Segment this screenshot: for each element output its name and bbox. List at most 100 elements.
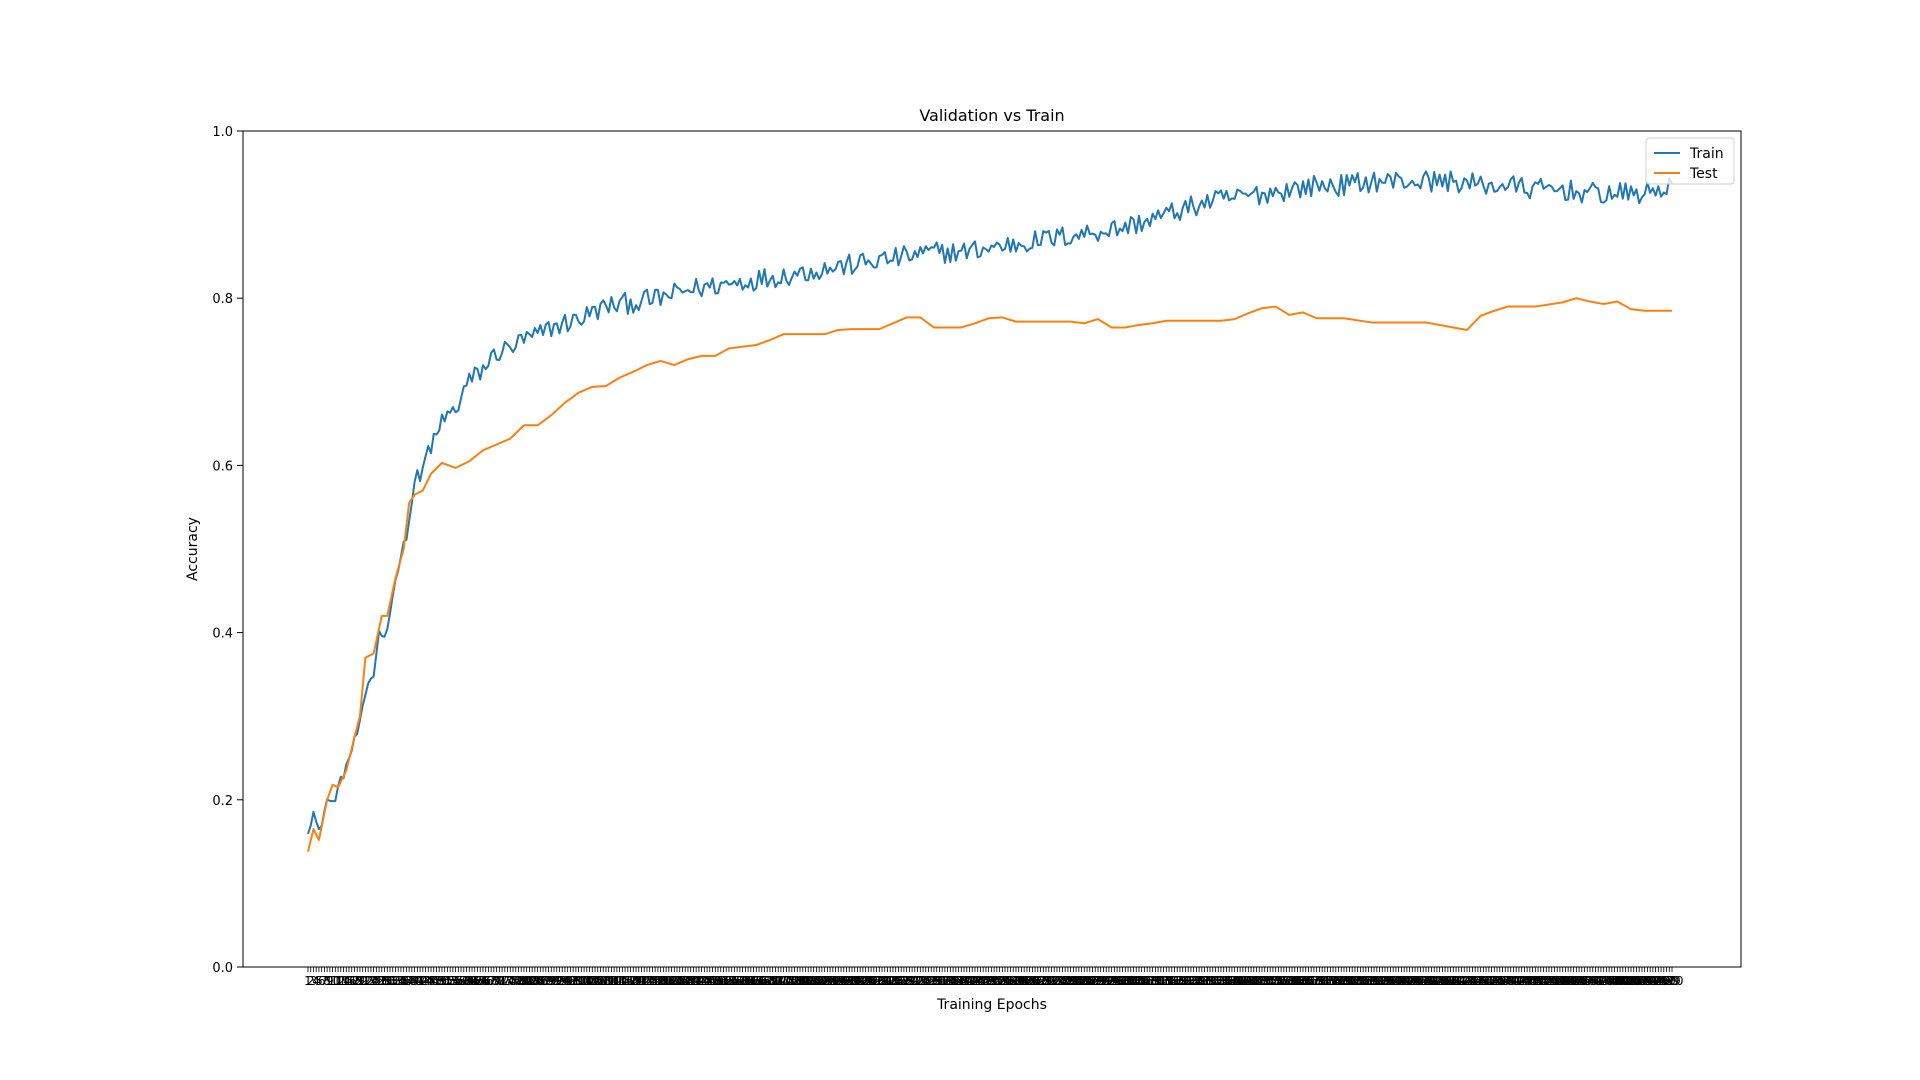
x-tick-label: 183 [794, 974, 817, 988]
x-tick-label: 136 [666, 974, 689, 988]
x-tick-label: 476 [1595, 974, 1618, 988]
x-tick-label: 368 [1300, 974, 1323, 988]
x-tick-label: 303 [1122, 974, 1145, 988]
x-tick-label: 437 [1488, 974, 1511, 988]
x-tick-label: 148 [698, 974, 721, 988]
x-tick-label: 5 [315, 974, 323, 988]
x-tick-label: 497 [1652, 974, 1675, 988]
x-tick-label: 460 [1551, 974, 1574, 988]
x-tick-label: 17 [344, 974, 359, 988]
x-tick-label: 432 [1475, 974, 1498, 988]
x-tick-label: 61 [464, 974, 479, 988]
x-tick-label: 191 [816, 974, 839, 988]
x-tick-label: 71 [492, 974, 507, 988]
x-tick-label: 343 [1231, 974, 1254, 988]
x-tick-label: 70 [489, 974, 504, 988]
x-tick-label: 7 [321, 974, 329, 988]
x-tick-label: 286 [1076, 974, 1099, 988]
x-tick-label: 441 [1499, 974, 1522, 988]
x-tick-label: 421 [1445, 974, 1468, 988]
x-tick-label: 393 [1368, 974, 1391, 988]
x-tick-label: 327 [1188, 974, 1211, 988]
x-tick-label: 455 [1538, 974, 1561, 988]
x-tick-label: 100 [567, 974, 590, 988]
x-tick-label: 438 [1491, 974, 1514, 988]
x-tick-label: 84 [527, 974, 542, 988]
x-tick-label: 36 [396, 974, 411, 988]
x-tick-label: 121 [625, 974, 648, 988]
x-tick-label: 53 [442, 974, 457, 988]
x-tick-label: 93 [552, 974, 567, 988]
x-tick-label: 380 [1333, 974, 1356, 988]
x-tick-label: 288 [1081, 974, 1104, 988]
x-tick-label: 170 [759, 974, 782, 988]
x-tick-label: 143 [685, 974, 708, 988]
x-tick-label: 272 [1037, 974, 1060, 988]
x-tick-label: 446 [1513, 974, 1536, 988]
x-tick-label: 62 [467, 974, 482, 988]
x-tick-label: 229 [920, 974, 943, 988]
x-tick-label: 384 [1343, 974, 1366, 988]
x-tick-label: 33 [388, 974, 403, 988]
x-tick-label: 489 [1630, 974, 1653, 988]
x-tick-label: 82 [522, 974, 537, 988]
x-tick-label: 423 [1450, 974, 1473, 988]
x-tick-label: 199 [838, 974, 861, 988]
x-tick-label: 278 [1054, 974, 1077, 988]
x-tick-label: 253 [985, 974, 1008, 988]
x-tick-label: 139 [674, 974, 697, 988]
x-tick-label: 403 [1395, 974, 1418, 988]
x-tick-label: 390 [1360, 974, 1383, 988]
x-tick-label: 306 [1130, 974, 1153, 988]
x-tick-label: 360 [1278, 974, 1301, 988]
x-tick-label: 6 [318, 974, 326, 988]
x-tick-label: 332 [1201, 974, 1224, 988]
x-tick-label: 25 [366, 974, 381, 988]
x-tick-label: 63 [470, 974, 485, 988]
x-tick-label: 410 [1415, 974, 1438, 988]
x-tick-label: 480 [1606, 974, 1629, 988]
x-tick-label: 413 [1423, 974, 1446, 988]
x-tick-label: 274 [1043, 974, 1066, 988]
x-tick-label: 105 [581, 974, 604, 988]
x-tick-label: 192 [819, 974, 842, 988]
y-axis-ticks: 0.0 0.2 0.4 0.6 0.8 1.0 [212, 125, 243, 976]
x-tick-label: 4 [312, 974, 320, 988]
x-tick-label: 158 [726, 974, 749, 988]
x-tick-label: 238 [944, 974, 967, 988]
x-tick-label: 464 [1562, 974, 1585, 988]
x-tick-label: 125 [635, 974, 658, 988]
x-tick-label: 355 [1264, 974, 1287, 988]
x-tick-label: 450 [1524, 974, 1547, 988]
x-tick-label: 26 [369, 974, 384, 988]
x-tick-label: 374 [1316, 974, 1339, 988]
x-tick-label: 195 [827, 974, 850, 988]
x-tick-label: 498 [1655, 974, 1678, 988]
x-tick-label: 326 [1185, 974, 1208, 988]
x-tick-label: 300 [1114, 974, 1137, 988]
x-tick-label: 131 [652, 974, 675, 988]
x-tick-label: 86 [533, 974, 548, 988]
x-tick-label: 485 [1620, 974, 1643, 988]
x-tick-label: 247 [969, 974, 992, 988]
x-tick-label: 188 [808, 974, 831, 988]
x-tick-label: 205 [854, 974, 877, 988]
x-tick-label: 452 [1529, 974, 1552, 988]
x-tick-label: 474 [1589, 974, 1612, 988]
x-tick-label: 494 [1644, 974, 1667, 988]
x-tick-label: 377 [1324, 974, 1347, 988]
x-tick-label: 210 [868, 974, 891, 988]
x-tick-label: 350 [1251, 974, 1274, 988]
series-layer [307, 170, 1673, 852]
x-tick-labels: 1234567891011121314151617181920212223242… [304, 974, 1683, 988]
x-tick-label: 241 [953, 974, 976, 988]
x-tick-label: 184 [797, 974, 820, 988]
x-tick-label: 371 [1308, 974, 1331, 988]
x-tick-label: 290 [1087, 974, 1110, 988]
x-tick-label: 451 [1527, 974, 1550, 988]
x-tick-label: 268 [1026, 974, 1049, 988]
x-tick-label: 150 [704, 974, 727, 988]
x-tick-label: 254 [988, 974, 1011, 988]
x-tick-label: 101 [570, 974, 593, 988]
